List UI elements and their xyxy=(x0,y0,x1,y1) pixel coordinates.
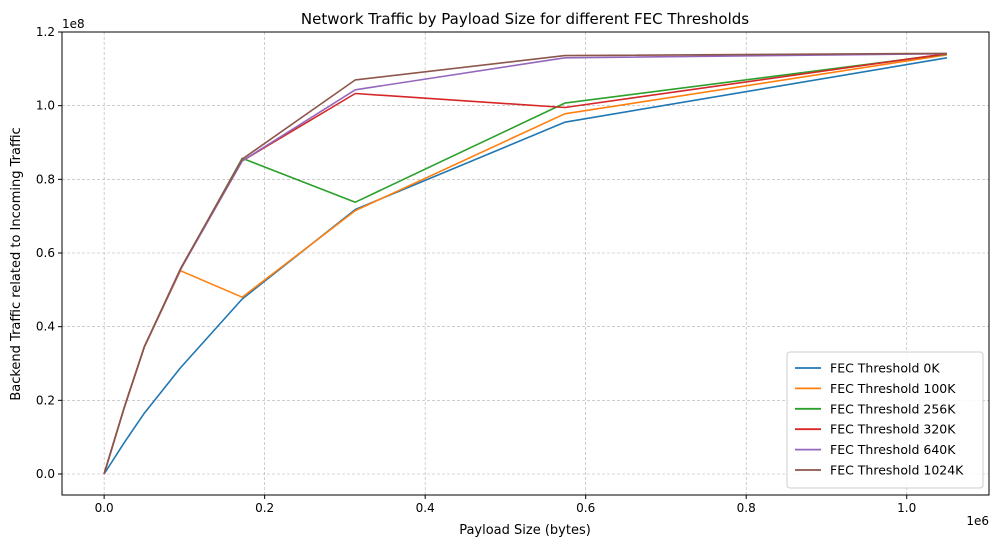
x-tick-label: 0.6 xyxy=(576,501,595,515)
x-tick-label: 0.4 xyxy=(416,501,435,515)
legend-label: FEC Threshold 320K xyxy=(830,422,956,437)
y-tick-label: 0.0 xyxy=(36,467,55,481)
legend: FEC Threshold 0K FEC Threshold 100K FEC Th… xyxy=(786,351,984,489)
x-tick-label: 0.2 xyxy=(255,501,274,515)
x-tick-label: 0.8 xyxy=(737,501,756,515)
legend-label: FEC Threshold 0K xyxy=(830,361,940,376)
legend-label: FEC Threshold 256K xyxy=(830,401,956,416)
x-tick-label: 0.0 xyxy=(95,501,114,515)
x-tick-label: 1.0 xyxy=(897,501,916,515)
y-offset-label: 1e8 xyxy=(62,17,85,31)
chart-title: Network Traffic by Payload Size for diff… xyxy=(301,10,749,28)
legend-label: FEC Threshold 1024K xyxy=(830,463,964,478)
legend-label: FEC Threshold 100K xyxy=(830,381,956,396)
x-offset-label: 1e6 xyxy=(966,514,989,528)
legend-box xyxy=(786,351,984,489)
y-axis-ticks: 0.0 0.2 0.4 0.6 0.8 1.0 1.2 xyxy=(36,25,62,481)
x-axis-label: Payload Size (bytes) xyxy=(459,523,591,538)
series-lines xyxy=(103,52,948,475)
plot-area xyxy=(61,31,990,496)
y-tick-label: 0.2 xyxy=(36,393,55,407)
x-axis-ticks: 0.0 0.2 0.4 0.6 0.8 1.0 xyxy=(95,495,916,515)
series-line xyxy=(103,57,948,475)
legend-label: FEC Threshold 640K xyxy=(830,442,956,457)
y-axis-label: Backend Traffic related to Incoming Traf… xyxy=(9,127,24,400)
y-tick-label: 0.4 xyxy=(36,320,55,334)
y-tick-label: 0.8 xyxy=(36,172,55,186)
y-tick-label: 1.0 xyxy=(36,99,55,113)
series-line xyxy=(103,52,947,475)
y-tick-label: 1.2 xyxy=(36,25,55,39)
y-tick-label: 0.6 xyxy=(36,246,55,260)
